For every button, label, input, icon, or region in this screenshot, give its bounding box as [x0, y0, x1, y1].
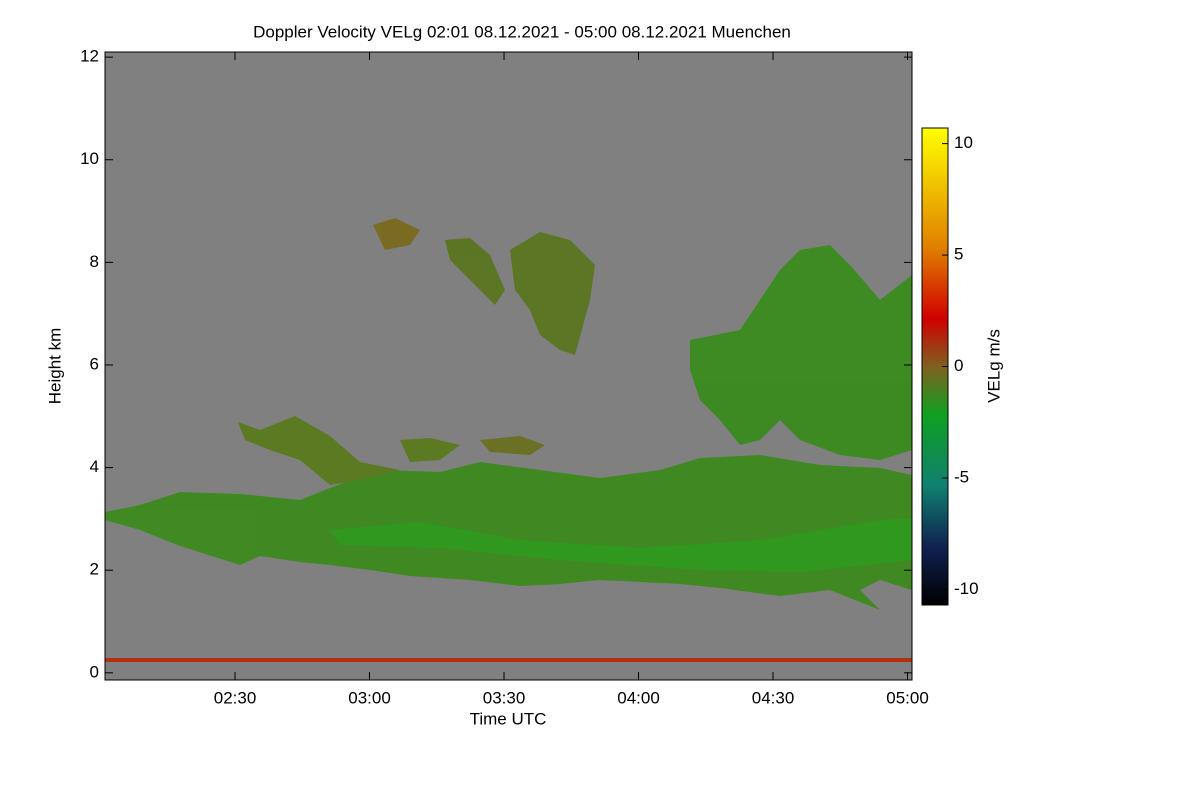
x-tick-label: 03:00 [348, 688, 391, 707]
colorbar-tick-label: 5 [954, 245, 963, 264]
echo-regions [105, 218, 912, 610]
x-tick-label: 04:00 [617, 688, 660, 707]
x-tick-label: 04:30 [752, 688, 795, 707]
colorbar-label: VELg m/s [984, 329, 1003, 403]
colorbar-tick-label: 0 [954, 356, 963, 375]
y-tick-label: 12 [80, 47, 99, 66]
chart-title: Doppler Velocity VELg 02:01 08.12.2021 -… [253, 22, 791, 41]
y-tick-label: 10 [80, 149, 99, 168]
x-tick-label: 03:30 [483, 688, 526, 707]
y-tick-label: 0 [90, 662, 99, 681]
y-tick-label: 8 [90, 252, 99, 271]
y-axis-label: Height km [45, 328, 64, 405]
colorbar-tick-label: 10 [954, 133, 973, 152]
y-tick-label: 2 [90, 560, 99, 579]
y-tick-label: 6 [90, 354, 99, 373]
x-tick-label: 02:30 [214, 688, 257, 707]
ground-clutter [105, 658, 912, 662]
y-tick-label: 4 [90, 457, 99, 476]
colorbar-tick-label: -10 [954, 579, 979, 598]
x-tick-label: 05:00 [886, 688, 929, 707]
x-axis-label: Time UTC [470, 709, 547, 728]
plot-frame [104, 51, 913, 681]
colorbar-tick-label: -5 [954, 467, 969, 486]
